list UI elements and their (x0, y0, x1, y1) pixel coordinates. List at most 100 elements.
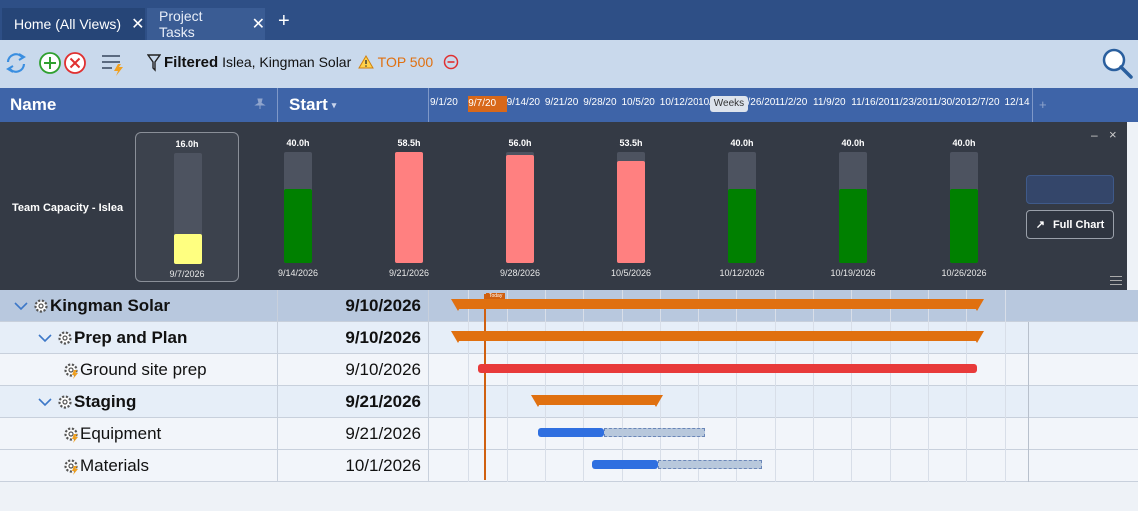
task-start-date: 9/10/2026 (345, 360, 421, 379)
capacity-column[interactable]: 40.0h 9/14/2026 (246, 132, 350, 282)
summary-bar[interactable] (538, 395, 656, 405)
week-label: 11/16/20 (851, 97, 890, 108)
capacity-bar (617, 161, 645, 263)
summary-bar[interactable] (458, 299, 977, 309)
capacity-bar (728, 189, 756, 263)
task-bar[interactable] (592, 460, 658, 469)
task-start-date: 9/21/2026 (345, 392, 421, 411)
week-label: 11/2/20 (774, 97, 808, 108)
summary-task-icon (58, 331, 72, 345)
summary-start-marker (451, 299, 465, 311)
remove-limit-icon[interactable] (443, 54, 459, 70)
summary-end-marker (970, 299, 984, 311)
week-label: 10/5/20 (621, 97, 655, 108)
capacity-column[interactable]: 16.0h 9/7/2026 (135, 132, 239, 282)
panel-menu-icon[interactable] (1110, 275, 1122, 286)
tab-home-all-views[interactable]: Home (All Views) ✕ (2, 8, 145, 40)
search-icon[interactable] (1100, 46, 1134, 80)
slack-bar (658, 460, 762, 469)
filter-icon[interactable] (147, 54, 161, 72)
tab-bar: Home (All Views) ✕ Project Tasks ✕ + (0, 0, 1138, 40)
summary-end-marker (970, 331, 984, 343)
close-icon[interactable]: ✕ (251, 16, 265, 33)
task-row[interactable]: Materials 10/1/2026 (0, 450, 1138, 482)
capacity-column[interactable]: 53.5h 10/5/2026 (579, 132, 683, 282)
chevron-down-icon[interactable] (38, 333, 52, 343)
capacity-date: 9/14/2026 (277, 268, 319, 278)
full-chart-button[interactable]: ↗ Full Chart (1026, 210, 1114, 239)
timescale-label[interactable]: Weeks (710, 96, 748, 112)
column-header-start[interactable]: Start ▾ (279, 88, 429, 122)
filter-summary: Filtered Islea, Kingman Solar (164, 54, 351, 71)
week-gridline (468, 290, 470, 482)
start-cell (279, 322, 429, 353)
start-cell (279, 418, 429, 449)
capacity-column[interactable]: 40.0h 10/19/2026 (801, 132, 905, 282)
week-gridline (506, 290, 508, 482)
tab-project-tasks[interactable]: Project Tasks ✕ (147, 8, 265, 40)
delete-icon[interactable] (63, 51, 87, 75)
chevron-down-icon[interactable] (14, 301, 28, 311)
quick-filter-icon[interactable] (100, 52, 126, 76)
name-cell (0, 450, 278, 481)
column-header-name[interactable]: Name (0, 88, 278, 122)
week-label: 10/12/20 (659, 97, 699, 108)
capacity-bar (839, 189, 867, 263)
capacity-date: 9/28/2026 (499, 268, 541, 278)
capacity-hours: 40.0h (286, 138, 310, 148)
week-label: 12/14 (1004, 97, 1030, 108)
tab-label: Home (All Views) (14, 16, 122, 32)
summary-start-marker (531, 395, 545, 407)
pin-icon[interactable] (254, 98, 266, 110)
column-label-name: Name (10, 95, 57, 114)
week-gridline (736, 290, 738, 482)
summary-bar[interactable] (458, 331, 977, 341)
task-bar[interactable] (478, 364, 977, 373)
chevron-down-icon[interactable] (38, 397, 52, 407)
add-column-icon[interactable]: + (1039, 97, 1047, 112)
capacity-hours: 16.0h (175, 139, 199, 149)
capacity-label: Team Capacity - Islea (12, 202, 124, 214)
task-grid: Kingman Solar 9/10/2026 Prep and Plan 9/10/… (0, 290, 1138, 511)
capacity-column[interactable]: 40.0h 10/12/2026 (690, 132, 794, 282)
capacity-column[interactable]: 56.0h 9/28/2026 (468, 132, 572, 282)
tab-label: Project Tasks (159, 8, 203, 40)
task-icon (64, 459, 78, 475)
start-cell (279, 386, 429, 417)
task-start-date: 9/10/2026 (345, 328, 421, 347)
capacity-option-button[interactable] (1026, 175, 1114, 204)
expand-arrow-icon: ↗ (1035, 219, 1045, 231)
warning-icon (358, 55, 374, 69)
gantt-area: Today (430, 290, 1138, 511)
capacity-date: 10/12/2026 (719, 268, 765, 278)
week-label: 9/28/20 (583, 97, 617, 108)
capacity-hours: 58.5h (397, 138, 421, 148)
capacity-column[interactable]: 40.0h 10/26/2026 (912, 132, 1016, 282)
capacity-bar (284, 189, 312, 263)
capacity-date: 9/21/2026 (388, 268, 430, 278)
timeline-add-column: + (1032, 88, 1138, 122)
week-gridline (966, 290, 968, 482)
week-label: 9/7/20 (468, 96, 507, 112)
minimize-icon[interactable]: – (1091, 128, 1098, 142)
toolbar (0, 40, 1138, 88)
week-label: 9/1/20 (430, 97, 458, 108)
task-name: Equipment (80, 423, 162, 443)
add-icon[interactable] (38, 51, 62, 75)
start-cell (279, 290, 429, 321)
column-header: Name Start ▾ 9/1/20 9/7/20 9/14/20 9/21/20 9… (0, 88, 1138, 122)
summary-task-icon (34, 299, 48, 313)
close-icon[interactable]: × (1109, 127, 1117, 142)
task-bar[interactable] (538, 428, 604, 437)
filter-label: Filtered (164, 54, 219, 71)
week-gridline (851, 290, 853, 482)
name-cell (0, 322, 278, 353)
capacity-column[interactable]: 58.5h 9/21/2026 (357, 132, 461, 282)
top-500-warning[interactable]: TOP 500 (358, 54, 459, 70)
task-icon (64, 363, 78, 379)
week-gridline (583, 290, 585, 482)
week-label: 12/7/20 (966, 97, 1000, 108)
refresh-icon[interactable] (4, 50, 28, 76)
close-icon[interactable]: ✕ (131, 16, 145, 33)
new-tab-button[interactable]: + (278, 10, 290, 32)
